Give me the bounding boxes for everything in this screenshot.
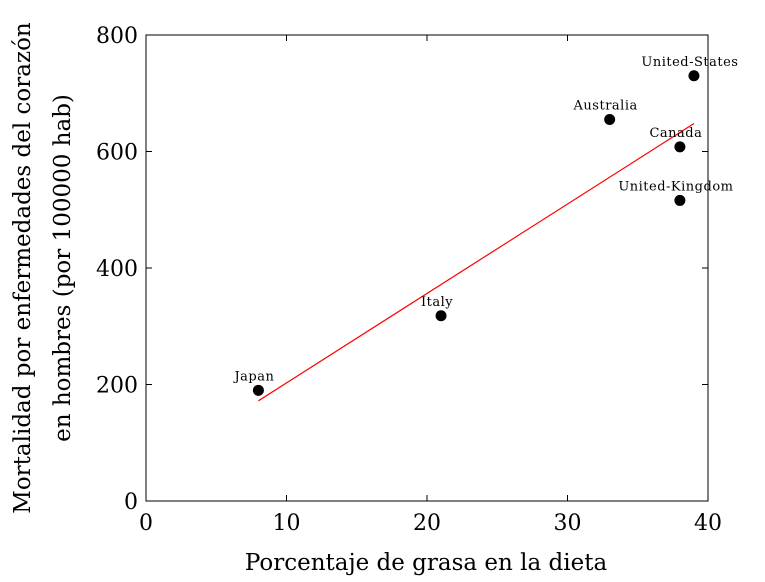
data-point-label: Canada	[649, 126, 702, 141]
data-point-label: United-States	[641, 55, 738, 70]
data-point-label: Australia	[573, 98, 638, 113]
data-point-united-states	[688, 70, 700, 82]
y-axis-title-line-2: en hombres (por 100000 hab)	[50, 94, 76, 442]
y-tick-label: 600	[96, 141, 138, 166]
x-tick-label: 30	[554, 511, 582, 536]
y-axis-title-line-1: Mortalidad por enfermedades del corazón	[10, 22, 36, 514]
x-axis-title: Porcentaje de grasa en la dieta	[245, 550, 608, 576]
y-tick-label: 0	[124, 490, 138, 515]
axis-ticks	[145, 34, 709, 502]
data-point-label: Japan	[232, 369, 274, 384]
data-point-italy	[435, 310, 447, 322]
x-tick-label: 10	[273, 511, 301, 536]
x-tick-label: 0	[139, 511, 153, 536]
data-point-label: United-Kingdom	[618, 179, 733, 194]
data-point-united-kingdom	[674, 194, 686, 206]
regression-line	[258, 123, 695, 402]
y-tick-label: 400	[96, 257, 138, 282]
y-tick-label: 800	[96, 24, 138, 49]
x-tick-label: 40	[694, 511, 722, 536]
data-point-label: Italy	[421, 295, 453, 310]
tick-labels: 0 10 20 30 400200400600800JapanItalyAustrali…	[96, 24, 738, 536]
data-point-australia	[604, 113, 616, 125]
y-tick-label: 200	[96, 374, 138, 399]
data-point-canada	[674, 141, 686, 153]
x-tick-label: 20	[413, 511, 441, 536]
data-point-japan	[252, 384, 264, 396]
